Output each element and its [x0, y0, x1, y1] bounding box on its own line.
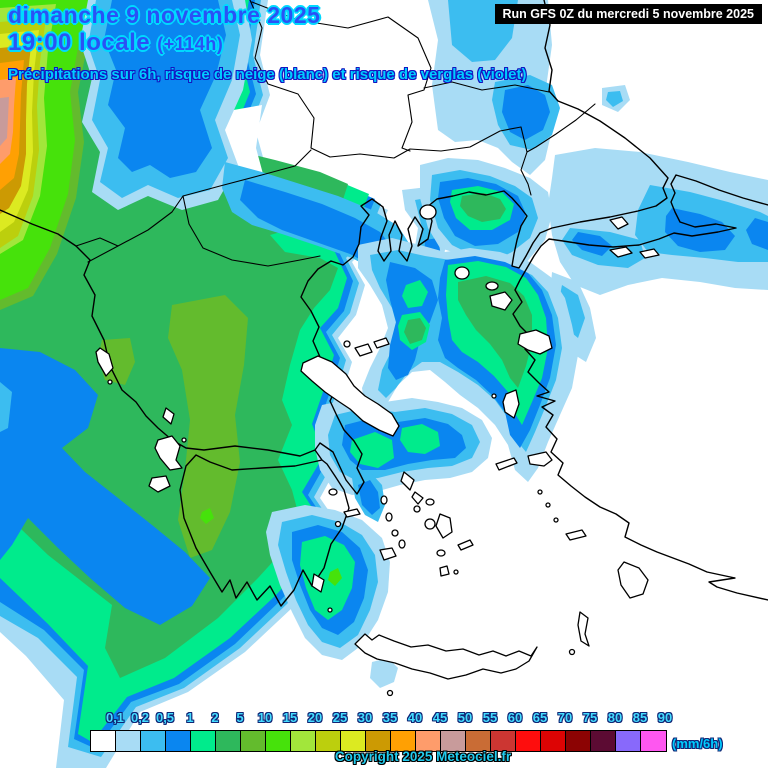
precip-speck — [200, 508, 214, 524]
border-ro-bg — [423, 81, 550, 93]
precip-aegean-core-nw — [404, 318, 426, 344]
legend-tick: 60 — [507, 710, 523, 725]
precip-kythira-speck — [328, 568, 342, 586]
precip-sw-pocket-edge — [0, 382, 12, 432]
legend-cell — [116, 731, 141, 751]
border-balkans — [249, 0, 522, 159]
legend-tick: 5 — [236, 710, 244, 725]
legend-tick: 75 — [582, 710, 598, 725]
legend-cell — [591, 731, 616, 751]
precip-max-core — [0, 97, 9, 146]
precip-marmara-south-blue — [572, 232, 612, 256]
copyright-text: Copyright 2025 Meteociel.fr — [334, 749, 512, 764]
legend-tick: 30 — [357, 710, 373, 725]
precip-attica-spring1 — [350, 432, 394, 468]
legend-tick: 0,5 — [155, 710, 175, 725]
precip-serbia-blue — [104, 0, 226, 178]
legend-cell — [291, 731, 316, 751]
date-line: dimanche 9 novembre 2025 — [8, 2, 321, 28]
legend-cell — [366, 731, 391, 751]
local-time: 19:00 locale — [8, 29, 151, 56]
border-danube — [251, 1, 432, 152]
islands — [95, 204, 660, 697]
legend-tick: 65 — [532, 710, 548, 725]
legend-cell — [466, 731, 491, 751]
legend-cell — [241, 731, 266, 751]
legend-cell — [341, 731, 366, 751]
forecast-offset: (+114h) — [157, 34, 224, 54]
legend-tick: 40 — [407, 710, 423, 725]
legend-cell — [266, 731, 291, 751]
legend-tick: 50 — [457, 710, 473, 725]
precip-crete-sw-blob — [370, 658, 398, 688]
legend-cell — [316, 731, 341, 751]
legend-color-bar — [90, 730, 667, 752]
precip-aegean-spring-nw1 — [402, 280, 428, 308]
legend-cell — [566, 731, 591, 751]
legend-cell — [216, 731, 241, 751]
legend-tick: 1 — [186, 710, 194, 725]
run-info-badge: Run GFS 0Z du mercredi 5 novembre 2025 — [494, 4, 762, 24]
precip-bithynia-blue — [665, 208, 735, 252]
legend-cell — [491, 731, 516, 751]
legend-tick-labels: 0,1 0,2 0,5 1 2 5 10 15 20 25 30 35 40 45 50 55 60 65 70 75… — [0, 710, 768, 728]
legend-cell — [391, 731, 416, 751]
legend-cell — [166, 731, 191, 751]
legend-tick: 85 — [632, 710, 648, 725]
precip-blacksea-dot-core — [606, 91, 623, 107]
legend-cell — [191, 731, 216, 751]
precip-attica-spring2 — [400, 424, 440, 454]
legend-cell — [541, 731, 566, 751]
legend-tick: 80 — [607, 710, 623, 725]
precip-saros-core — [460, 193, 506, 222]
legend-cell — [616, 731, 641, 751]
precip-aegean-core — [458, 276, 532, 388]
legend-tick: 35 — [382, 710, 398, 725]
legend-unit: (mm/6h) — [672, 736, 723, 751]
legend-tick: 55 — [482, 710, 498, 725]
map-subtitle: Précipitations sur 6h, risque de neige (… — [8, 66, 527, 83]
legend-cell — [416, 731, 441, 751]
legend-cell — [516, 731, 541, 751]
legend-tick: 0,2 — [130, 710, 150, 725]
precip-olive-streak — [168, 295, 248, 558]
precip-sw-pocket — [0, 348, 210, 625]
legend-tick: 0,1 — [105, 710, 125, 725]
legend-cell — [141, 731, 166, 751]
legend-cell — [641, 731, 666, 751]
legend-tick: 25 — [332, 710, 348, 725]
legend-tick: 2 — [211, 710, 219, 725]
precip-macedonia-band-core — [240, 180, 412, 305]
legend-tick: 90 — [657, 710, 673, 725]
precip-bulgaria-core — [502, 85, 550, 140]
precip-bithynia-blue-east — [746, 218, 768, 250]
precip-kythira-spring — [300, 536, 355, 620]
legend-tick: 70 — [557, 710, 573, 725]
border-macedonia — [75, 149, 321, 267]
precip-argolis-link-core — [358, 480, 380, 515]
legend-tick: 45 — [432, 710, 448, 725]
border-bg-tr — [520, 103, 596, 196]
time-line: 19:00 locale (+114h) — [8, 29, 223, 57]
legend-cell — [441, 731, 466, 751]
legend-tick: 20 — [307, 710, 323, 725]
legend-tick: 15 — [282, 710, 298, 725]
legend-tick: 10 — [257, 710, 273, 725]
legend-cell — [91, 731, 116, 751]
